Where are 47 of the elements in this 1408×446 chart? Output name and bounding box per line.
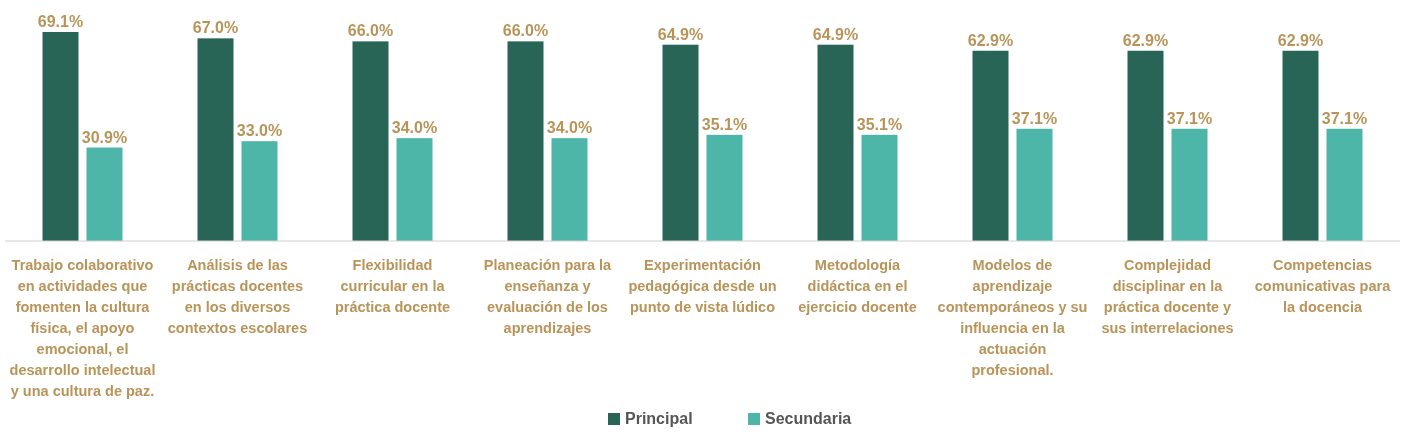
legend-label: Secundaria [765,410,852,427]
data-label: 35.1% [856,115,903,133]
data-label: 30.9% [81,128,128,146]
bar [396,138,433,241]
x-tick-label: Análisis de las prácticas docentes en los diversos contextos escolares [167,257,308,336]
bar [86,147,123,241]
data-label: 37.1% [1011,109,1058,127]
data-label: 37.1% [1321,109,1368,127]
x-tick-label: Complejidad disciplinar en la práctica docente y sus interrelaciones [1101,257,1234,336]
bar [507,41,544,241]
bar [972,50,1009,241]
data-label: 34.0% [546,119,593,137]
data-label: 34.0% [391,119,438,137]
x-tick-label: Planeación para la enseñanza y evaluación de los aprendizajes [483,257,613,336]
bar [1127,50,1164,241]
data-label: 62.9% [967,31,1014,49]
x-tick-label: Metodología didáctica en el ejercicio docente [798,257,917,315]
x-tick-label: Experimentación pedagógica desde un punto de vista lúdico [628,257,777,315]
data-label: 67.0% [192,19,239,37]
x-tick-label: Trabajo colaborativo en actividades que fomenten la cultura física, el apoyo emocional, el desarrollo intelectual y una cultura de paz. [9,257,156,399]
bar [706,134,743,241]
bar [197,38,234,241]
bar [662,44,699,241]
data-label: 64.9% [657,25,704,43]
bar [1171,128,1208,241]
bar [861,134,898,241]
bar [551,138,588,241]
data-label: 33.0% [236,122,283,140]
legend-label: Principal [625,410,693,427]
x-tick-label: Modelos de aprendizaje contemporáneos y su influencia en la actuación profesional. [937,257,1088,378]
bar [1282,50,1319,241]
bar [817,44,854,241]
data-label: 66.0% [347,22,394,40]
bar [1326,128,1363,241]
x-tick-label: Competencias comunicativas para la docencia [1254,257,1392,315]
data-label: 66.0% [502,22,549,40]
data-label: 69.1% [37,13,84,30]
data-label: 35.1% [701,115,748,133]
data-label: 64.9% [812,25,859,43]
x-tick-label: Flexibilidad curricular en la práctica docente [334,257,451,315]
bar [1016,128,1053,241]
bar [42,32,79,241]
data-label: 62.9% [1122,31,1169,49]
bar [352,41,389,241]
data-label: 37.1% [1166,109,1213,127]
bar [241,141,278,241]
data-label: 62.9% [1277,31,1324,49]
